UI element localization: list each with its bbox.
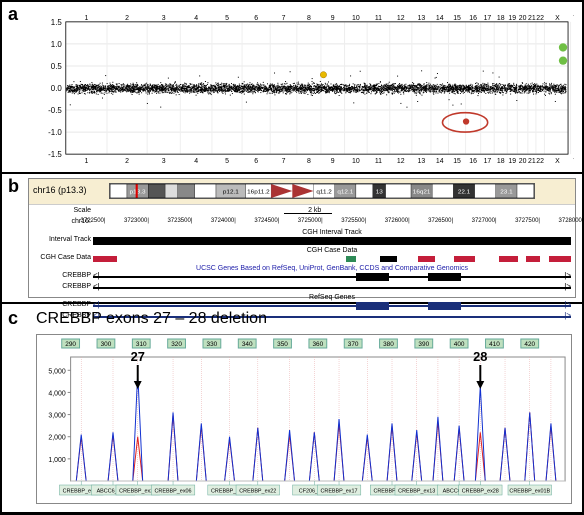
svg-text:8: 8 bbox=[307, 15, 311, 22]
svg-text:21: 21 bbox=[528, 15, 536, 22]
svg-text:17: 17 bbox=[484, 158, 492, 165]
svg-text:Y: Y bbox=[573, 15, 574, 22]
svg-text:14: 14 bbox=[436, 158, 444, 165]
svg-text:16: 16 bbox=[469, 158, 477, 165]
svg-text:7: 7 bbox=[282, 158, 286, 165]
svg-text:-1.5: -1.5 bbox=[48, 150, 62, 159]
svg-text:22: 22 bbox=[536, 158, 544, 165]
svg-text:20: 20 bbox=[519, 15, 527, 22]
svg-text:17: 17 bbox=[484, 15, 492, 22]
svg-text:1.0: 1.0 bbox=[51, 40, 63, 49]
svg-text:22: 22 bbox=[536, 15, 544, 22]
svg-text:3: 3 bbox=[162, 158, 166, 165]
panel-c-title: CREBBP exons 27 – 28 deletion bbox=[36, 310, 267, 328]
svg-text:12: 12 bbox=[397, 15, 405, 22]
svg-text:X: X bbox=[555, 158, 560, 165]
svg-text:-0.5: -0.5 bbox=[48, 106, 62, 115]
svg-text:15: 15 bbox=[453, 15, 461, 22]
svg-text:16: 16 bbox=[469, 15, 477, 22]
panel-a: a -1.5-1.0-0.50.00.51.01.511223344556677… bbox=[2, 2, 582, 174]
panel-b: b chr16 (p13.3) p13.3p12.116p11.2q11.2q1… bbox=[2, 174, 582, 304]
svg-text:13: 13 bbox=[418, 15, 426, 22]
panel-c-svg: 1,0002,0003,0004,0005,000290300310320330… bbox=[37, 335, 571, 503]
svg-text:-1.0: -1.0 bbox=[48, 128, 62, 137]
svg-text:11: 11 bbox=[375, 15, 382, 22]
ideogram-box: p13.3p12.116p11.2q11.2q12.11316q2122.123… bbox=[109, 183, 535, 199]
svg-text:2: 2 bbox=[125, 15, 129, 22]
svg-text:14: 14 bbox=[436, 15, 444, 22]
svg-text:15: 15 bbox=[453, 158, 461, 165]
ideogram-row: chr16 (p13.3) p13.3p12.116p11.2q11.2q12.… bbox=[29, 179, 575, 205]
svg-text:5: 5 bbox=[225, 158, 229, 165]
svg-text:18: 18 bbox=[497, 15, 505, 22]
svg-text:10: 10 bbox=[352, 158, 360, 165]
svg-text:13: 13 bbox=[418, 158, 426, 165]
svg-text:21: 21 bbox=[528, 158, 536, 165]
svg-text:6: 6 bbox=[254, 158, 258, 165]
panel-c: c CREBBP exons 27 – 28 deletion 1,0002,0… bbox=[2, 304, 582, 512]
svg-text:2: 2 bbox=[125, 158, 129, 165]
svg-text:11: 11 bbox=[375, 158, 382, 165]
svg-text:8: 8 bbox=[307, 158, 311, 165]
svg-text:10: 10 bbox=[352, 15, 360, 22]
svg-text:3: 3 bbox=[162, 15, 166, 22]
svg-text:0.5: 0.5 bbox=[51, 62, 63, 71]
svg-text:4: 4 bbox=[194, 158, 198, 165]
cgh-scatter-plot: -1.5-1.0-0.50.00.51.01.51122334455667788… bbox=[38, 10, 574, 166]
svg-text:1: 1 bbox=[84, 158, 88, 165]
panel-b-label: b bbox=[8, 176, 19, 197]
svg-text:5: 5 bbox=[225, 15, 229, 22]
svg-text:19: 19 bbox=[508, 158, 516, 165]
figure: a -1.5-1.0-0.50.00.51.01.511223344556677… bbox=[0, 0, 584, 514]
svg-text:4: 4 bbox=[194, 15, 198, 22]
svg-text:9: 9 bbox=[331, 15, 335, 22]
ideogram-svg: p13.3p12.116p11.2q11.2q12.11316q2122.123… bbox=[110, 184, 534, 198]
chrom-label: chr16 (p13.3) bbox=[33, 185, 87, 195]
svg-text:1.5: 1.5 bbox=[51, 18, 63, 27]
panel-a-svg: -1.5-1.0-0.50.00.51.01.51122334455667788… bbox=[38, 10, 574, 166]
svg-text:0.0: 0.0 bbox=[51, 84, 63, 93]
svg-text:12: 12 bbox=[397, 158, 405, 165]
mlpa-plot-frame: 1,0002,0003,0004,0005,000290300310320330… bbox=[36, 334, 572, 504]
svg-text:9: 9 bbox=[331, 158, 335, 165]
svg-text:1: 1 bbox=[84, 15, 88, 22]
svg-text:18: 18 bbox=[497, 158, 505, 165]
panel-c-label: c bbox=[8, 308, 18, 329]
ucsc-browser-frame: chr16 (p13.3) p13.3p12.116p11.2q11.2q12.… bbox=[28, 178, 576, 298]
svg-text:19: 19 bbox=[508, 15, 516, 22]
svg-text:Y: Y bbox=[573, 158, 574, 165]
svg-text:20: 20 bbox=[519, 158, 527, 165]
svg-text:6: 6 bbox=[254, 15, 258, 22]
panel-a-label: a bbox=[8, 4, 18, 25]
svg-text:X: X bbox=[555, 15, 560, 22]
svg-text:7: 7 bbox=[282, 15, 286, 22]
